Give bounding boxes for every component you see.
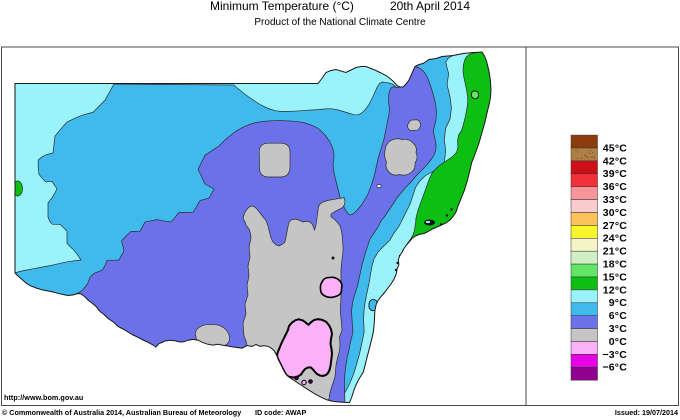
- svg-text:30°C: 30°C: [603, 207, 627, 219]
- svg-text:15°C: 15°C: [603, 271, 627, 283]
- svg-text:21°C: 21°C: [603, 246, 627, 258]
- svg-text:33°C: 33°C: [603, 194, 627, 206]
- svg-text:9°C: 9°C: [609, 297, 627, 309]
- svg-text:12°C: 12°C: [603, 284, 627, 296]
- svg-text:−6°C: −6°C: [602, 362, 627, 374]
- svg-text:−3°C: −3°C: [602, 349, 627, 361]
- svg-text:6°C: 6°C: [609, 310, 627, 322]
- svg-text:27°C: 27°C: [603, 220, 627, 232]
- svg-text:24°C: 24°C: [603, 233, 627, 245]
- svg-text:0°C: 0°C: [609, 336, 627, 348]
- svg-text:36°C: 36°C: [603, 181, 627, 193]
- svg-text:45°C: 45°C: [603, 142, 627, 154]
- svg-text:18°C: 18°C: [603, 259, 627, 271]
- svg-text:42°C: 42°C: [603, 155, 627, 167]
- svg-text:39°C: 39°C: [603, 168, 627, 180]
- svg-text:3°C: 3°C: [609, 323, 627, 335]
